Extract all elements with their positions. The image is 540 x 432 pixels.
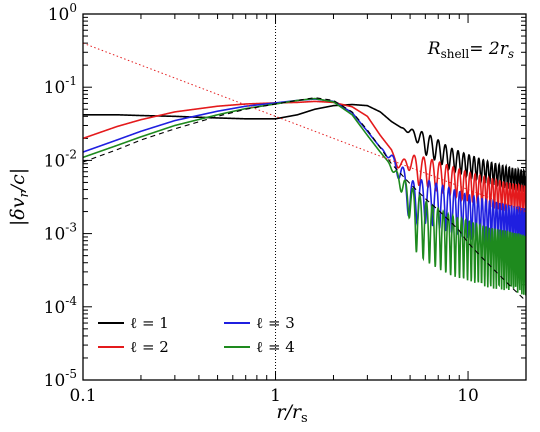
y-tick-label: 10-1	[44, 74, 77, 98]
legend-label: ℓ = 3	[256, 314, 295, 332]
shell-radius-annotation: Rshell= 2rs	[427, 39, 514, 61]
plot-frame	[82, 13, 527, 381]
x-tick-labels: 0.1 1 10	[69, 386, 478, 406]
y-tick-label: 10-5	[44, 367, 77, 391]
legend-label: ℓ = 2	[130, 338, 169, 356]
x-tick-label: 10	[457, 386, 479, 406]
dotted-reference-line	[83, 42, 526, 213]
y-tick-label: 10-2	[44, 147, 77, 171]
dashed-reference-line	[83, 97, 526, 302]
y-tick-labels: 100 10-1 10-2 10-3 10-4 10-5	[44, 1, 78, 391]
y-tick-label: 10-3	[44, 221, 77, 245]
y-tick-label: 10-4	[44, 294, 78, 318]
x-tick-label: 0.1	[69, 386, 96, 406]
x-axis-label: r/rs	[276, 401, 307, 426]
legend: ℓ = 1 ℓ = 2 ℓ = 3 ℓ = 4	[98, 314, 295, 356]
plot-background	[83, 14, 526, 380]
y-axis-label: |δvr/c|	[7, 168, 32, 226]
legend-label: ℓ = 4	[256, 338, 295, 356]
legend-label: ℓ = 1	[130, 314, 169, 332]
series-layer	[83, 42, 526, 302]
x-tick-label: 1	[270, 386, 281, 406]
y-tick-label: 100	[48, 1, 77, 25]
series-line	[83, 100, 526, 217]
